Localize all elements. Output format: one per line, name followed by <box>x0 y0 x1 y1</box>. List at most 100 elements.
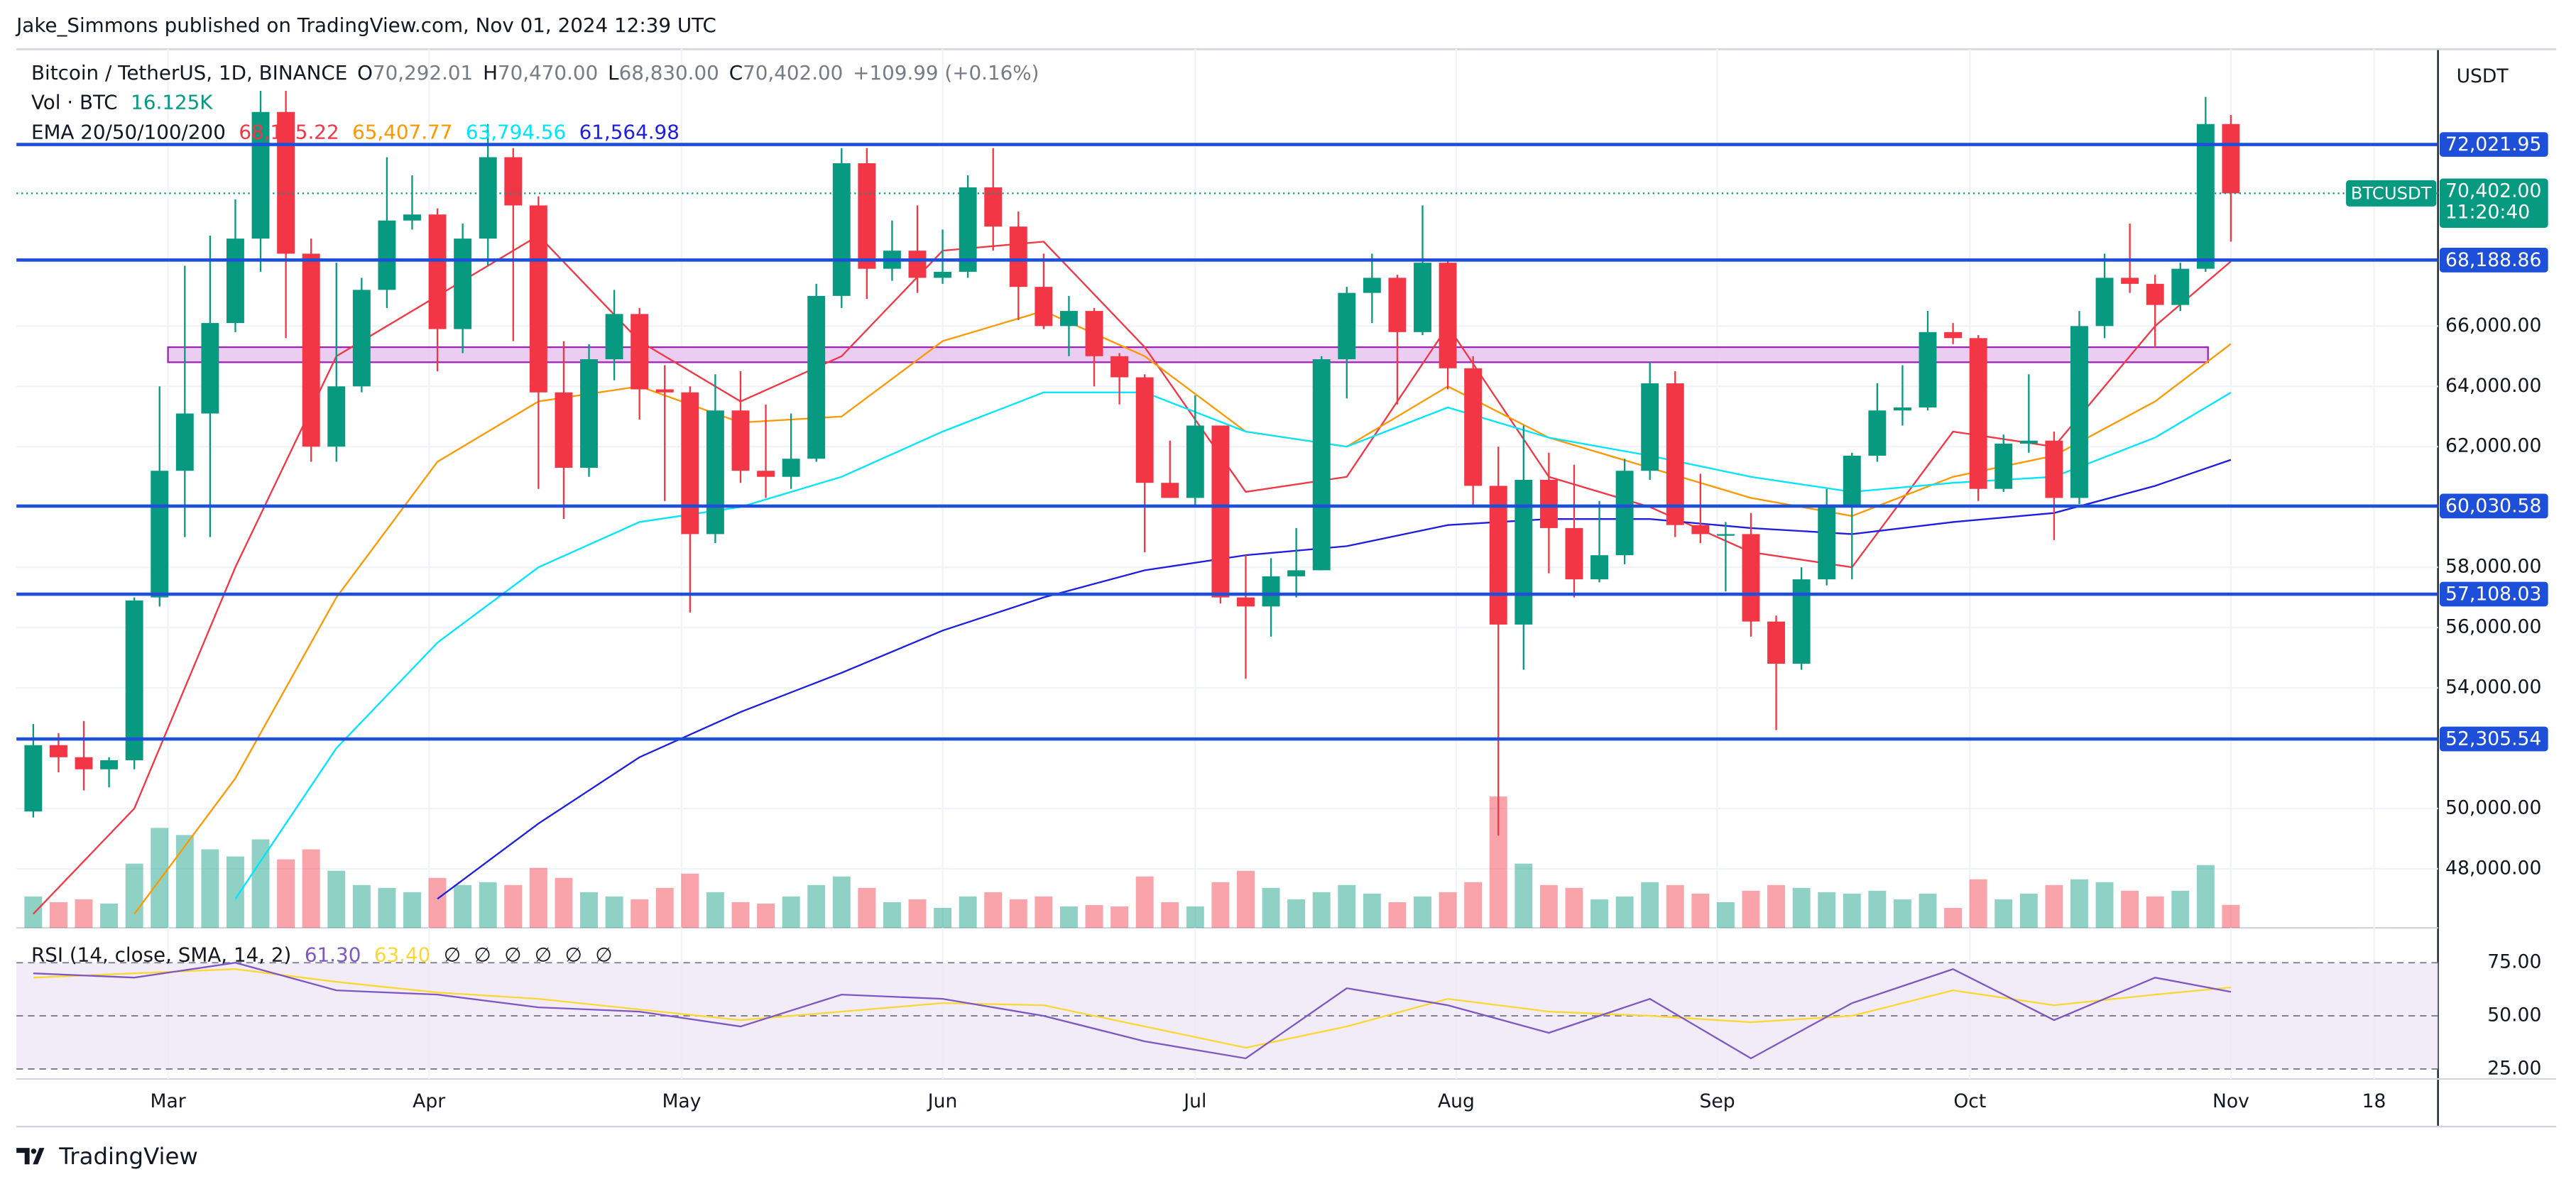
volume-bar <box>1994 899 2013 928</box>
symbol-title: Bitcoin / TetherUS, 1D, BINANCE <box>31 61 347 84</box>
candle-body <box>1539 479 1558 528</box>
volume-bar <box>327 870 346 928</box>
volume-bar <box>1843 893 1861 928</box>
candle-body <box>251 111 270 239</box>
volume-bar <box>529 867 547 928</box>
volume-bar <box>49 902 67 928</box>
volume-bar <box>1919 893 1937 928</box>
rsi-extra: ∅ <box>595 943 612 966</box>
volume-bar <box>883 902 901 928</box>
candle-body <box>1818 507 1836 580</box>
volume-bar <box>782 896 800 928</box>
candle-body <box>580 359 598 468</box>
candle-body <box>858 163 876 269</box>
candle-body <box>479 157 497 239</box>
volume-bar <box>1110 906 1129 928</box>
last-price-label: 70,402.00 <box>2445 180 2541 202</box>
candle-body <box>1312 359 1331 571</box>
volume-bar <box>1009 899 1027 928</box>
volume-bar <box>1767 884 1786 928</box>
rsi-name: RSI (14, close, SMA, 14, 2) <box>31 943 291 966</box>
volume-bar <box>2045 884 2063 928</box>
candle-body <box>2196 124 2215 269</box>
volume-bar <box>1944 907 1963 928</box>
x-tick-label: Jun <box>927 1090 958 1112</box>
candle-body <box>731 410 750 471</box>
candle-body <box>2222 124 2240 194</box>
candle-body <box>75 757 93 769</box>
candle-body <box>1691 525 1710 535</box>
candle-body <box>1590 555 1608 580</box>
candle-body <box>151 471 169 598</box>
legend-row: Vol · BTC 16.125K <box>31 91 213 114</box>
candle-body <box>504 157 523 206</box>
candle-body <box>1464 368 1483 486</box>
footer-logo <box>16 1148 45 1165</box>
x-tick-label: Sep <box>1699 1090 1735 1112</box>
volume-bar <box>1085 904 1103 928</box>
ema-last: 61,564.98 <box>579 120 680 143</box>
volume-bar <box>1237 870 1255 928</box>
ema-line <box>33 234 2232 915</box>
candle-body <box>1792 579 1811 664</box>
candle-body <box>327 386 346 447</box>
ema-name: EMA 20/50/100/200 <box>31 120 226 143</box>
candle-body <box>277 111 295 254</box>
candle-body <box>1135 377 1154 483</box>
ohlc-value: 70,470.00 <box>498 61 598 84</box>
volume-bar <box>1388 902 1407 928</box>
candle-body <box>1414 263 1431 332</box>
candle-body <box>1085 311 1103 356</box>
x-tick-label: 18 <box>2362 1090 2386 1112</box>
legend-row: Bitcoin / TetherUS, 1D, BINANCE O70,292.0… <box>31 61 1039 84</box>
level-label: 68,188.86 <box>2445 249 2541 271</box>
countdown-label: 11:20:40 <box>2445 202 2530 224</box>
volume-bar <box>1363 893 1381 928</box>
candle-body <box>1515 479 1533 625</box>
volume-bar <box>605 896 623 928</box>
candle-body <box>757 471 775 477</box>
volume-bar <box>1135 876 1154 928</box>
candle-body <box>1666 383 1684 525</box>
volume-bar <box>2095 882 2114 928</box>
volume-bar <box>1161 902 1179 928</box>
candle-body <box>706 410 724 535</box>
ema-last: 68,145.22 <box>239 120 339 143</box>
volume-bar <box>1868 890 1887 928</box>
volume-bar <box>1969 879 1987 928</box>
volume-bar <box>984 892 1003 928</box>
candle-body <box>1489 486 1507 625</box>
candle-body <box>782 459 800 477</box>
candle-body <box>100 760 119 769</box>
ohlc-key: O <box>357 61 373 84</box>
candle-body <box>1944 332 1963 339</box>
x-tick-label: Mar <box>150 1090 185 1112</box>
ema-last: 63,794.56 <box>466 120 566 143</box>
footer-brand: TradingView <box>58 1143 198 1170</box>
volume-bar <box>151 828 169 928</box>
volume-bar <box>1565 887 1583 928</box>
volume-bar <box>454 884 472 928</box>
y-tick-label: 62,000.00 <box>2445 435 2541 457</box>
candle-body <box>1186 425 1204 498</box>
volume-bar <box>2196 865 2215 928</box>
candle-body <box>655 389 674 393</box>
candle-body <box>1388 278 1407 332</box>
volume-bar <box>1590 899 1608 928</box>
rsi-extra: ∅ <box>535 943 552 966</box>
support-zone <box>167 346 2209 363</box>
volume-bar <box>24 896 43 928</box>
volume-bar <box>1186 906 1204 928</box>
candle-body <box>605 314 623 360</box>
volume-bar <box>1515 863 1533 928</box>
volume-bar <box>2070 879 2088 928</box>
level-label: 72,021.95 <box>2445 133 2541 155</box>
candle-body <box>681 392 699 535</box>
candle-body <box>807 295 826 459</box>
level-label: 60,030.58 <box>2445 495 2541 517</box>
volume-bar <box>125 863 143 928</box>
x-tick-label: Jul <box>1182 1090 1206 1112</box>
candle-body <box>2171 268 2190 305</box>
